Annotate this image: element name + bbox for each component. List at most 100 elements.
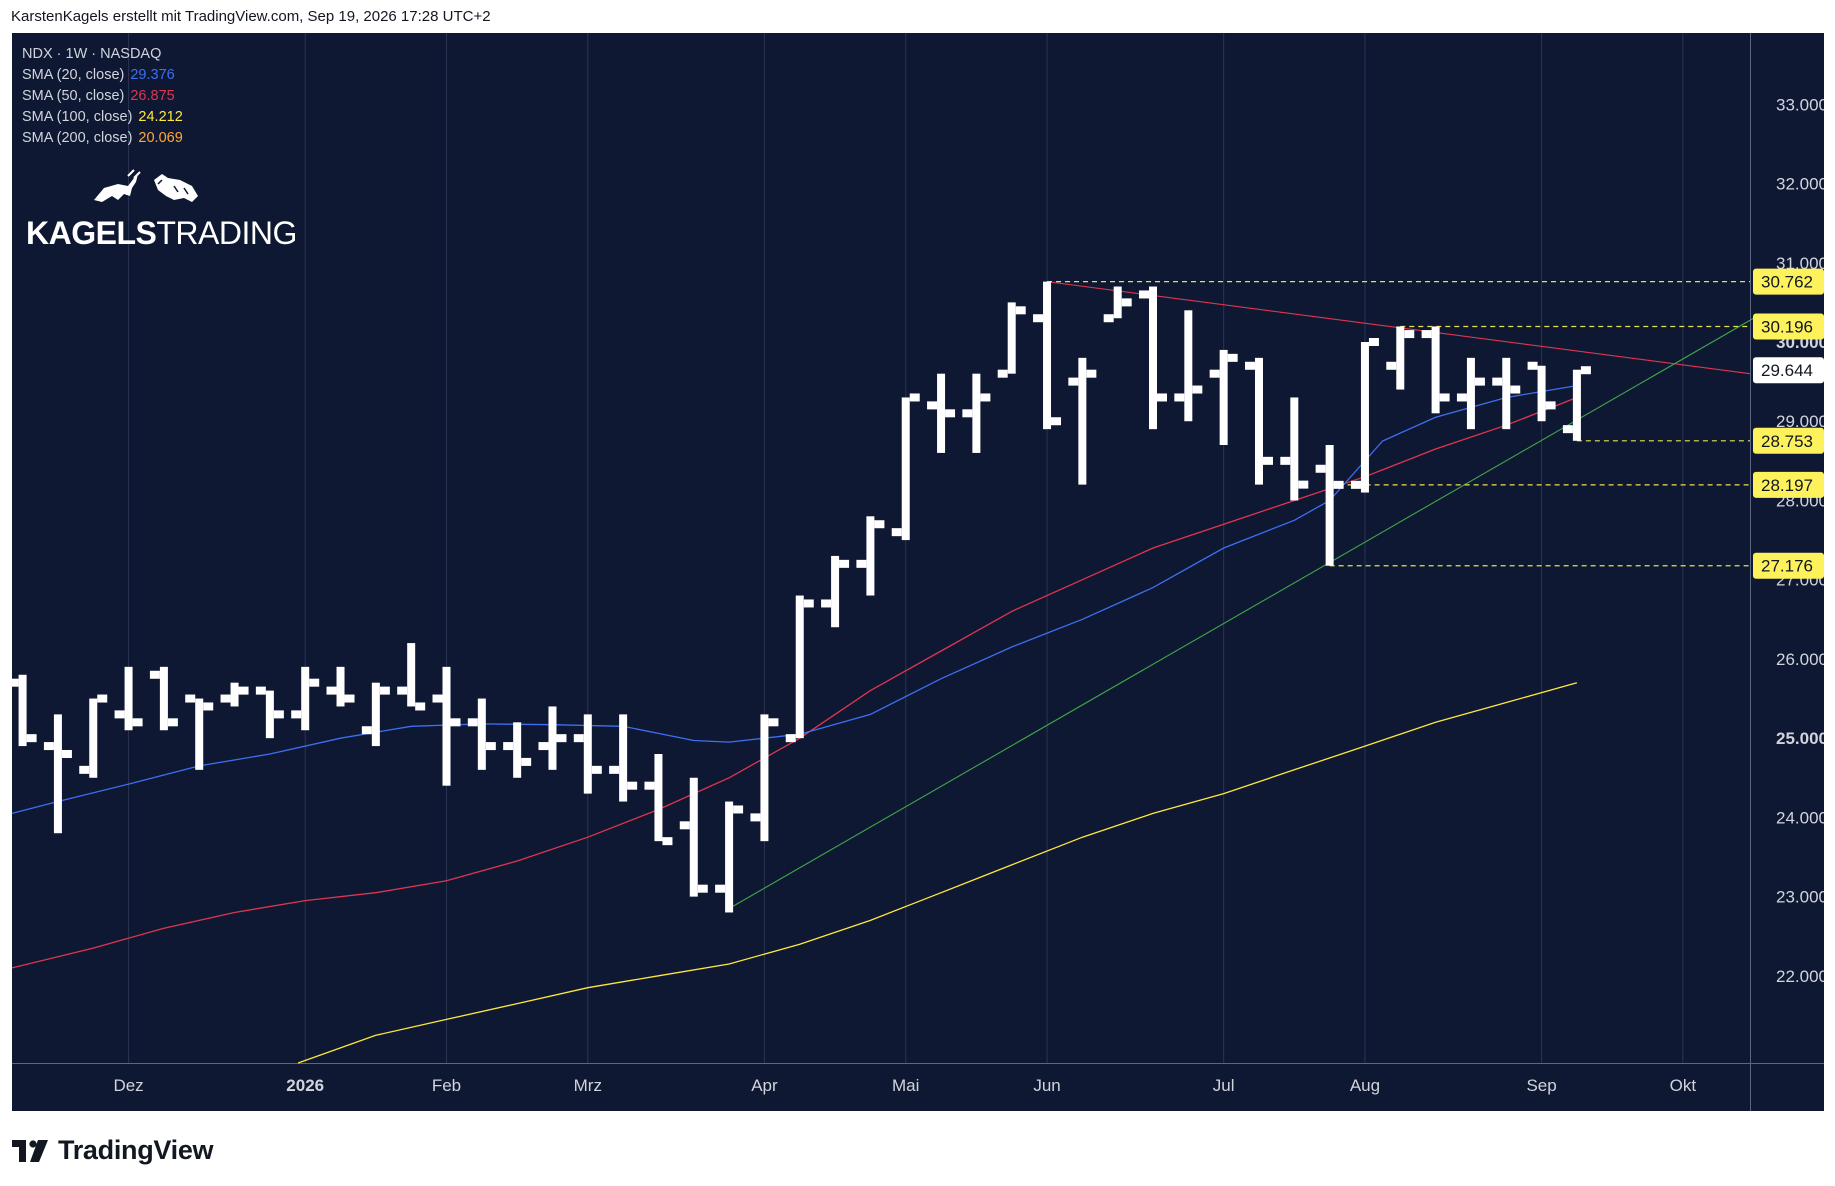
bar-open-tick <box>644 781 655 790</box>
time-tick-label: Jun <box>1033 1076 1060 1095</box>
bar-range <box>866 516 875 596</box>
ohlc-bar <box>326 666 355 707</box>
bar-range <box>1396 326 1405 390</box>
bar-close-tick <box>344 694 355 703</box>
time-tick-label: Feb <box>432 1076 461 1095</box>
bar-range <box>513 722 522 778</box>
ohlc-bar <box>1174 310 1203 422</box>
bar-range <box>1431 326 1440 414</box>
bar-open-tick <box>43 742 54 751</box>
bar-close-tick <box>415 702 426 711</box>
bar-open-tick <box>538 742 549 751</box>
time-axis: Dez 2026 Feb Mrz Apr Mai Jun Jul Aug Sep Okt <box>113 1076 1696 1095</box>
ohlc-bar <box>1139 286 1168 430</box>
bar-open-tick <box>609 765 620 774</box>
legend-sma20-label: SMA (20, close) <box>22 67 125 83</box>
legend-sma50-label: SMA (50, close) <box>22 88 125 104</box>
level-price-label: 30.196 <box>1761 317 1813 336</box>
bar-range <box>89 698 98 778</box>
bar-close-tick <box>26 734 37 743</box>
ohlc-bar <box>644 754 673 846</box>
ohlc-bar <box>361 682 390 747</box>
bar-range <box>1043 281 1052 430</box>
bar-close-tick <box>1298 480 1309 489</box>
bar-open-tick <box>326 686 337 695</box>
bar-range <box>1254 357 1263 485</box>
legend-row-sma20[interactable]: SMA (20, close) 29.376 <box>22 65 183 86</box>
bar-open-tick <box>679 821 690 830</box>
ohlc-bar <box>679 777 708 897</box>
bar-range <box>937 373 946 453</box>
bar-close-tick <box>768 718 779 727</box>
chart-area[interactable]: 22.000 23.000 24.000 25.000 26.000 27.000 28.0… <box>8 33 1828 1111</box>
bar-close-tick <box>1227 353 1238 362</box>
bar-range <box>583 714 592 794</box>
bar-range <box>972 373 981 453</box>
price-tick-label: 29.000 <box>1776 412 1824 431</box>
bar-close-tick <box>450 718 461 727</box>
bar-close-tick <box>1262 456 1273 465</box>
bar-range <box>18 674 27 747</box>
ohlc-bar <box>149 666 178 731</box>
ohlc-bar <box>750 714 779 842</box>
bar-close-tick <box>379 686 390 695</box>
ohlc-bar <box>255 686 284 739</box>
tradingview-footer[interactable]: TradingView <box>12 1135 214 1166</box>
price-tick-label: 23.000 <box>1776 888 1824 907</box>
bar-close-tick <box>839 559 850 568</box>
ohlc-bar <box>43 714 72 834</box>
bar-close-tick <box>309 678 320 687</box>
logo-word-thin: TRADING <box>156 215 297 251</box>
bar-open-tick <box>927 401 938 410</box>
bar-range <box>53 714 62 834</box>
bar-range <box>689 777 698 897</box>
time-tick-label: Dez <box>113 1076 143 1095</box>
bar-close-tick <box>1580 366 1591 375</box>
bar-close-tick <box>61 750 72 758</box>
tradingview-brand: TradingView <box>58 1135 214 1165</box>
bar-range <box>725 801 734 913</box>
bar-close-tick <box>1368 338 1379 346</box>
level-price-badge <box>1753 552 1824 579</box>
time-tick-label: Mrz <box>574 1076 602 1095</box>
bar-range <box>371 682 380 747</box>
price-tick-label: 33.000 <box>1776 95 1824 114</box>
ohlc-bar <box>467 698 496 770</box>
legend-row-sma50[interactable]: SMA (50, close) 26.875 <box>22 86 183 107</box>
price-tick-label: 32.000 <box>1776 175 1824 194</box>
tradingview-logo-icon <box>12 1139 48 1162</box>
ohlc-chart[interactable]: 22.00023.00024.00025.00026.00027.00028.0… <box>8 33 1828 1111</box>
legend-sma100-label: SMA (100, close) <box>22 109 133 125</box>
ohlc-bar <box>785 595 814 743</box>
grid-lines <box>12 33 1824 1111</box>
legend-row-sma100[interactable]: SMA (100, close) 24.212 <box>22 107 183 128</box>
bar-open-tick <box>220 694 231 703</box>
price-tick-label: 22.000 <box>1776 967 1824 986</box>
ohlc-bar <box>927 373 956 453</box>
bar-range <box>831 555 840 628</box>
bar-open-tick <box>856 559 867 568</box>
logo-word-bold: KAGELS <box>26 215 157 251</box>
bar-range <box>336 666 345 707</box>
ohlc-bar <box>891 393 920 541</box>
ohlc-bar <box>1103 286 1132 323</box>
bar-range <box>1360 342 1369 493</box>
bar-range <box>654 754 663 842</box>
bar-range <box>407 643 416 707</box>
level-price-label: 27.176 <box>1761 557 1813 576</box>
bar-range <box>195 698 204 770</box>
bar-range <box>301 666 310 731</box>
bar-open-tick <box>750 813 761 822</box>
bar-range <box>760 714 769 842</box>
bar-close-tick <box>874 520 885 529</box>
ohlc-bar <box>856 516 885 596</box>
bar-close-tick <box>1157 393 1168 402</box>
bar-close-tick <box>697 884 708 893</box>
bar-open-tick <box>1033 314 1044 323</box>
ohlc-bar <box>573 714 602 794</box>
bar-range <box>1290 397 1299 501</box>
legend-row-sma200[interactable]: SMA (200, close) 20.069 <box>22 128 183 149</box>
bar-close-tick <box>945 409 956 418</box>
attribution-text: KarstenKagels erstellt mit TradingView.c… <box>11 8 491 25</box>
bar-open-tick <box>1386 361 1397 370</box>
